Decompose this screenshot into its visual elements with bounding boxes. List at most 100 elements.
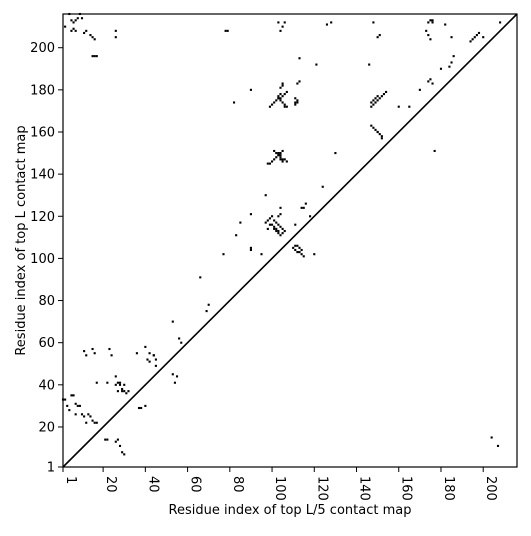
top-l5-contact-point [74, 413, 77, 416]
top-l-contact-point [199, 276, 202, 279]
top-l5-contact-point [376, 95, 379, 98]
top-l5-contact-point [376, 130, 379, 134]
top-l-contact-point [298, 57, 301, 60]
top-l5-contact-point [296, 251, 299, 254]
top-l5-contact-point [279, 213, 282, 216]
top-l-contact-point [378, 34, 381, 37]
top-l-contact-point [171, 320, 174, 323]
y-tick-label: 200 [30, 41, 55, 56]
top-l-contact-point [226, 29, 229, 32]
diagonal-line [62, 13, 518, 468]
top-l-contact-point [249, 88, 252, 91]
top-l5-contact-point [104, 438, 107, 441]
top-l5-contact-point [370, 124, 373, 127]
top-l-contact-point [473, 36, 476, 39]
top-l5-contact-point [490, 436, 493, 439]
x-tick-label: 1 [63, 476, 78, 484]
x-tick-label: 100 [272, 476, 287, 501]
x-tick-label: 180 [441, 476, 456, 501]
y-tick-label: 100 [30, 252, 55, 267]
top-l5-contact-point [427, 80, 430, 83]
top-l-contact-point [431, 19, 434, 22]
top-l5-contact-point [279, 93, 282, 96]
top-l-contact-point [275, 99, 278, 102]
top-l-contact-point [135, 352, 138, 355]
top-l5-contact-point [114, 440, 117, 443]
top-l5-contact-point [294, 244, 297, 247]
top-l-contact-point [95, 55, 98, 58]
top-l-contact-point [114, 29, 117, 32]
top-l5-contact-point [266, 219, 269, 222]
top-l-contact-point [397, 105, 400, 108]
top-l5-contact-point [277, 95, 280, 98]
top-l-contact-point [429, 38, 432, 41]
top-l5-contact-point [385, 90, 388, 94]
top-l5-contact-point [91, 419, 94, 422]
top-l5-contact-point [91, 347, 94, 351]
top-l-contact-point [499, 21, 502, 24]
top-l5-contact-point [279, 99, 282, 102]
top-l-contact-point [321, 185, 324, 188]
top-l5-contact-point [118, 381, 122, 384]
top-l5-contact-point [279, 156, 282, 159]
top-l5-contact-point [313, 253, 316, 256]
top-l5-contact-point [370, 105, 373, 108]
top-l5-contact-point [279, 234, 282, 237]
top-l5-contact-point [496, 444, 500, 447]
top-l-contact-point [270, 103, 274, 106]
top-l-contact-point [281, 25, 284, 28]
top-l5-contact-point [83, 415, 86, 418]
top-l5-contact-point [66, 404, 69, 407]
top-l5-contact-point [429, 78, 432, 81]
top-l-contact-point [482, 36, 485, 39]
top-l5-contact-point [93, 421, 96, 424]
top-l-contact-point [471, 38, 474, 41]
top-l5-contact-point [376, 99, 379, 102]
top-l5-contact-point [106, 381, 109, 384]
top-l-contact-point [118, 383, 122, 386]
top-l5-contact-point [298, 251, 301, 254]
top-l-contact-point [266, 162, 269, 165]
top-l5-contact-point [380, 135, 383, 138]
top-l-contact-point [154, 364, 157, 367]
top-l5-contact-point [294, 101, 297, 104]
top-l5-contact-point [114, 375, 117, 378]
top-l5-contact-point [249, 246, 252, 249]
top-l-contact-point [93, 38, 96, 41]
top-l5-contact-point [370, 101, 373, 104]
x-tick-label: 120 [314, 476, 329, 501]
top-l5-contact-point [80, 413, 84, 416]
top-l5-contact-point [300, 248, 303, 252]
y-tick-label: 40 [38, 378, 55, 393]
top-l-contact-point [123, 390, 126, 393]
top-l5-contact-point [277, 215, 280, 218]
top-l5-contact-point [294, 97, 297, 100]
top-l5-contact-point [277, 223, 280, 226]
y-tick-label: 80 [38, 294, 55, 309]
top-l5-contact-point [380, 137, 383, 140]
top-l-contact-point [372, 21, 375, 24]
top-l-contact-point [85, 29, 88, 32]
top-l-contact-point [76, 17, 79, 20]
top-l-contact-point [334, 152, 337, 155]
top-l-contact-point [444, 23, 447, 26]
top-l-contact-point [232, 101, 236, 104]
top-l-contact-point [93, 55, 96, 58]
top-l5-contact-point [300, 253, 303, 256]
top-l5-contact-point [93, 352, 96, 355]
top-l5-contact-point [64, 398, 67, 401]
top-l-contact-point [376, 36, 379, 39]
top-l5-contact-point [285, 160, 288, 163]
y-tick-label: 140 [30, 168, 55, 183]
top-l-contact-point [72, 21, 75, 24]
top-l-contact-point [270, 160, 274, 163]
top-l5-contact-point [152, 354, 155, 357]
top-l-contact-point [273, 158, 276, 161]
top-l5-contact-point [302, 255, 305, 258]
top-l5-contact-point [268, 223, 271, 226]
top-l5-contact-point [116, 381, 119, 384]
top-l5-contact-point [95, 421, 98, 424]
top-l-contact-point [296, 82, 299, 85]
top-l-contact-point [294, 103, 297, 106]
